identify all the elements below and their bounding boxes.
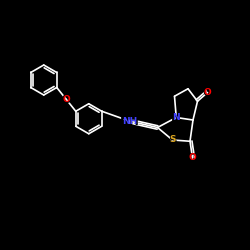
- Text: O: O: [188, 152, 198, 164]
- Text: NH: NH: [120, 115, 140, 128]
- Text: O: O: [202, 86, 212, 99]
- Text: O: O: [62, 95, 70, 104]
- Text: S: S: [169, 136, 176, 144]
- Text: N: N: [171, 111, 181, 124]
- Text: NH: NH: [122, 117, 138, 126]
- Text: O: O: [189, 154, 196, 162]
- Text: O: O: [204, 88, 212, 97]
- Text: N: N: [172, 113, 180, 122]
- Text: S: S: [168, 134, 177, 146]
- Text: O: O: [61, 93, 71, 106]
